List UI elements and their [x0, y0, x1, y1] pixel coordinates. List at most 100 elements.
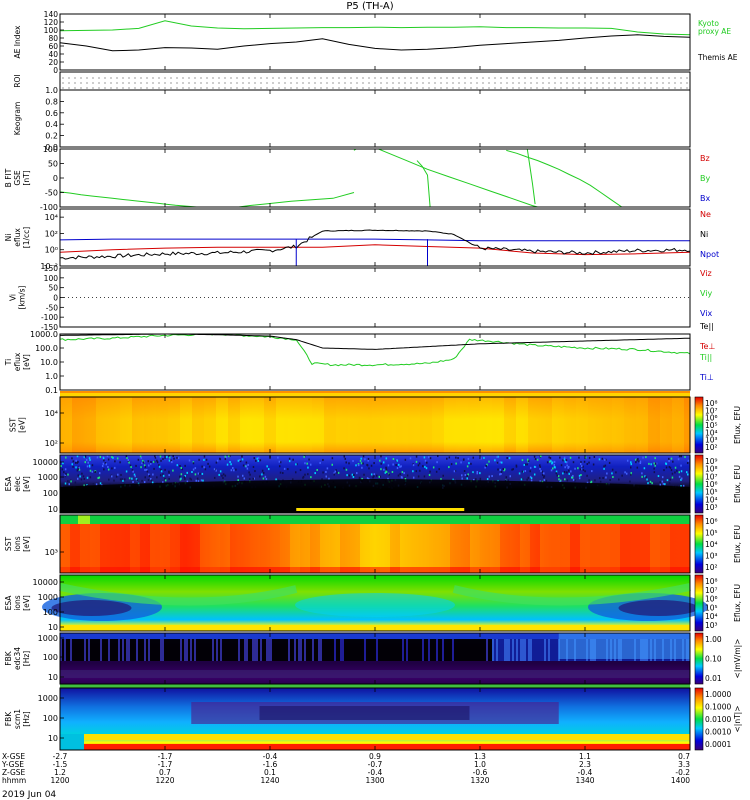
esa-e-speckle [360, 457, 362, 460]
fbk-e-streak [274, 639, 276, 661]
esa-e-speckle [678, 455, 681, 458]
esa-e-speckle [370, 464, 373, 467]
sst-e-bin [300, 397, 312, 453]
esa-e-speckle [198, 458, 200, 461]
time-row-label-1: Y-GSE [1, 760, 24, 769]
roi-dot [554, 82, 556, 84]
fbk-e-streak [494, 639, 496, 661]
roi-dot [446, 82, 448, 84]
esa-e-speckle [417, 464, 420, 467]
esa-e-speckle [344, 457, 347, 460]
roi-dot [326, 77, 328, 79]
esa-e-speckle [661, 476, 664, 479]
esa-e-speckle [115, 475, 118, 478]
esa_e-colorbar [694, 454, 704, 514]
esa-e-speckle [122, 479, 124, 482]
esa-e-speckle [287, 468, 289, 471]
roi-dot [632, 87, 634, 89]
esa-e-speckle [102, 457, 105, 460]
esa-e-speckle [541, 473, 544, 476]
esa-e-speckle [139, 455, 142, 458]
roi-dot [476, 82, 478, 84]
esa-e-speckle [566, 464, 568, 467]
esa-e-speckle [570, 470, 572, 473]
roi-dot [596, 87, 598, 89]
time-row-2-value-4: -0.6 [473, 768, 488, 777]
fbk-e-streak [230, 639, 232, 661]
esa-e-speckle [591, 470, 593, 473]
fbk-e-streak [92, 639, 94, 661]
roi-dot [578, 82, 580, 84]
esa-e-speckle [184, 464, 186, 467]
esa-e-speckle [609, 478, 611, 481]
keogram-ytick-5: 1.0 [45, 86, 58, 95]
fbk-e-streak [406, 639, 408, 661]
esa-e-speckle [479, 472, 481, 475]
keogram-frame [59, 89, 691, 148]
fbk-e-streak [538, 639, 540, 661]
esa-e-speckle [107, 468, 110, 471]
fbk-e-streak [224, 639, 226, 661]
esa-e-speckle [643, 467, 646, 470]
esa-e-speckle [178, 475, 181, 478]
esa-e-speckle [94, 470, 97, 473]
esa-e-speckle [345, 461, 347, 464]
sst-i-bin [150, 524, 160, 573]
esa-e-speckle [685, 471, 688, 474]
fbk-e-streak [260, 639, 262, 661]
fbk-e-streak [134, 639, 136, 661]
esa-e-speckle [123, 478, 126, 481]
esa-e-speckle [529, 475, 532, 478]
fbk-e-streak [360, 639, 362, 661]
esa-e-speckle [536, 458, 539, 461]
roi-dot [308, 77, 310, 79]
esa-e-speckle [452, 478, 454, 481]
esa-e-speckle [103, 459, 105, 462]
density-series-Ni [60, 229, 690, 260]
fbk-e-streak [214, 639, 216, 661]
roi-dot [290, 87, 292, 89]
fbk-e-streak [180, 639, 182, 661]
fbk-e-streak [508, 639, 510, 661]
fbk_e-ylabel-2: [Hz] [22, 651, 31, 667]
esa-e-speckle [101, 465, 104, 468]
esa-e-speckle [249, 473, 251, 476]
esa-e-speckle [335, 469, 337, 472]
roi-dot [572, 77, 574, 79]
fbk_b-colorbar [694, 687, 704, 751]
keogram-ytick-3: 0.6 [45, 109, 58, 118]
fbk-e-lower-band [60, 670, 690, 678]
esa-e-speckle [565, 461, 568, 464]
fbk-e-streak [432, 639, 434, 661]
fbk-e-streak [314, 639, 316, 661]
fbk_e-ylabel-0: FBK [4, 650, 13, 665]
esa-e-speckle [164, 468, 166, 471]
esa-e-speckle [132, 481, 134, 484]
fbk-e-streak [166, 639, 168, 661]
esa-e-speckle [472, 456, 475, 459]
sst_e-cbar-label: Eflux, EFU [733, 406, 742, 444]
sst-i-bin [110, 524, 120, 573]
esa-e-speckle [602, 477, 604, 480]
roi-dot [530, 87, 532, 89]
roi-dot [374, 82, 376, 84]
roi-dot [386, 82, 388, 84]
density-ytick-0: 10⁻² [40, 262, 58, 271]
esa-e-speckle [361, 466, 363, 469]
esa-e-speckle [119, 478, 122, 481]
esa-e-speckle [397, 474, 400, 477]
roi-dot [218, 82, 220, 84]
esa-e-speckle [568, 469, 570, 472]
roi-dot [116, 77, 118, 79]
roi-dot [446, 87, 448, 89]
ae-ylabel-0: AE Index [13, 25, 22, 58]
fbk-e-streak [238, 639, 240, 661]
esa-e-speckle [292, 458, 294, 461]
esa-e-speckle [264, 475, 267, 478]
fbk-e-streak [424, 639, 426, 661]
esa-e-speckle [89, 458, 91, 461]
ae-ytick-7: 140 [44, 10, 59, 19]
roi-dot [176, 82, 178, 84]
esa-e-speckle [409, 457, 412, 460]
roi-dot [416, 77, 418, 79]
